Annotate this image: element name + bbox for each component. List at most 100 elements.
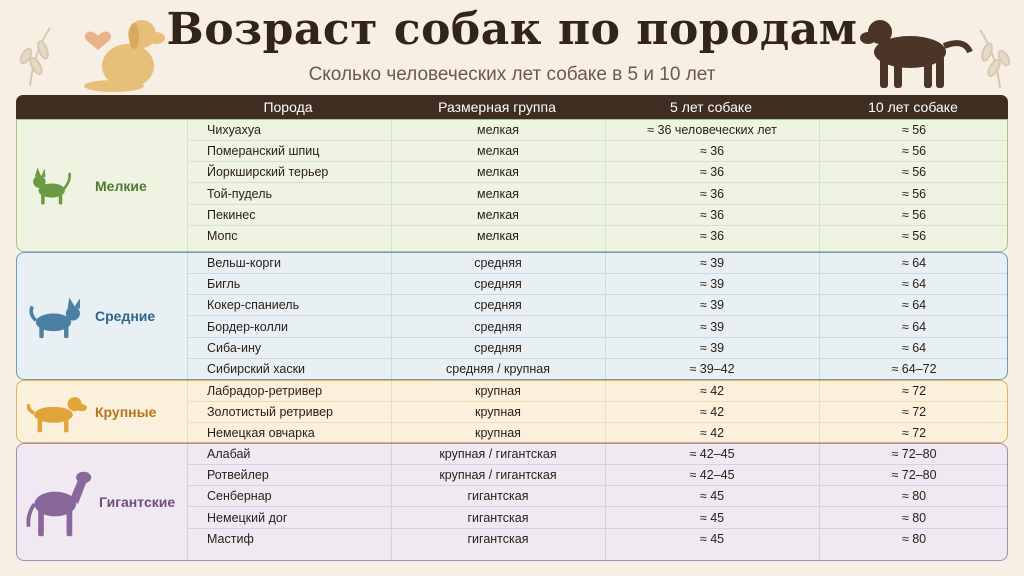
cell-age5: ≈ 36 человеческих лет [647, 123, 777, 137]
cell-size: средняя [474, 319, 522, 334]
group-label-medium: Средние [95, 308, 156, 324]
cell-breed: Пекинес [207, 207, 256, 222]
row-divider [187, 527, 1007, 529]
cell-age5: ≈ 39 [699, 256, 725, 270]
group-large: Крупные Лабрадор-ретривер крупная ≈ 42 ≈ 72 З… [16, 380, 1008, 443]
row-divider [187, 485, 1007, 487]
row-divider [187, 182, 1007, 184]
cell-breed: Чихуахуа [207, 123, 261, 137]
cell-size: средняя [474, 340, 522, 355]
table-row: Той-пудель мелкая ≈ 36 ≈ 56 [187, 184, 1007, 205]
cell-age10: ≈ 72–80 [891, 447, 937, 461]
group-small: Мелкие Чихуахуа мелкая ≈ 36 человеческих ле… [16, 119, 1008, 252]
cell-age10: ≈ 56 [901, 165, 927, 180]
row-divider [187, 506, 1007, 508]
page-title: Возраст собак по породам [166, 4, 858, 55]
left-decoration [19, 20, 165, 92]
cell-age5: ≈ 42 [699, 405, 725, 420]
row-divider [187, 464, 1007, 465]
cell-size: мелкая [477, 123, 519, 137]
column-divider [391, 120, 392, 251]
cell-age10: ≈ 56 [901, 229, 927, 243]
page-subtitle: Сколько человеческих лет собаке в 5 и 10… [308, 64, 716, 85]
row-divider [187, 140, 1007, 141]
table-row: Чихуахуа мелкая ≈ 36 человеческих лет ≈ 56 [187, 120, 1007, 141]
cell-age10: ≈ 64–72 [891, 362, 937, 376]
column-header-size: Размерная группа [438, 99, 556, 115]
cell-breed: Вельш-корги [207, 256, 281, 270]
table-row: Немецкий дог гигантская ≈ 45 ≈ 80 [187, 508, 1007, 529]
cell-age5: ≈ 39 [699, 340, 725, 355]
cell-age10: ≈ 72 [901, 384, 927, 398]
giant-dog-icon [23, 465, 95, 548]
column-divider [187, 120, 188, 251]
table-row: Сиба-ину средняя ≈ 39 ≈ 64 [187, 338, 1007, 359]
large-dog-icon [26, 389, 87, 442]
cell-size: мелкая [477, 207, 519, 222]
cell-breed: Сиба-ину [207, 340, 262, 355]
cell-breed: Мастиф [207, 531, 254, 546]
row-divider [187, 224, 1007, 226]
cell-breed: Ротвейлер [207, 468, 269, 483]
cell-size: гигантская [467, 531, 529, 546]
cell-age10: ≈ 64 [901, 319, 927, 334]
table-row: Кокер-спаниель средняя ≈ 39 ≈ 64 [187, 295, 1007, 317]
cell-breed: Бигль [207, 277, 241, 292]
table-row: Лабрадор-ретривер крупная ≈ 42 ≈ 72 [187, 381, 1007, 402]
table-row: Бордер-колли средняя ≈ 39 ≈ 64 [187, 317, 1007, 338]
column-divider [819, 444, 820, 560]
table-row: Ротвейлер крупная / гигантская ≈ 42–45 ≈ 72… [187, 465, 1007, 487]
table-row: Сенбернар гигантская ≈ 45 ≈ 80 [187, 486, 1007, 508]
cell-breed: Йоркширский терьер [207, 165, 329, 180]
cell-breed: Той-пудель [207, 186, 272, 201]
cell-age5: ≈ 36 [699, 207, 725, 222]
group-label-small: Мелкие [95, 177, 147, 194]
cell-size: крупная [475, 405, 521, 420]
table-row: Немецкая овчарка крупная ≈ 42 ≈ 72 [187, 423, 1007, 444]
row-divider [187, 336, 1007, 338]
column-divider [819, 120, 820, 251]
cell-size: гигантская [467, 510, 529, 525]
column-divider [605, 381, 606, 442]
leaf-branch-icon [979, 29, 1011, 89]
cell-size: средняя [474, 298, 522, 313]
cell-size: мелкая [477, 229, 519, 243]
cell-age10: ≈ 64 [901, 340, 927, 355]
row-divider [187, 273, 1007, 274]
cell-breed: Немецкая овчарка [207, 426, 315, 441]
cell-size: средняя [474, 256, 522, 270]
group-label-giant: Гигантские [99, 494, 176, 510]
cell-age5: ≈ 39 [699, 277, 725, 292]
cell-age10: ≈ 64 [901, 277, 927, 292]
row-divider [187, 294, 1007, 296]
cell-breed: Золотистый ретривер [207, 405, 334, 420]
cell-breed: Алабай [207, 447, 251, 461]
cell-age5: ≈ 42–45 [689, 468, 735, 483]
column-header-age10: 10 лет собаке [868, 99, 958, 115]
column-divider [391, 381, 392, 442]
group-label-large: Крупные [95, 403, 157, 420]
cell-breed: Сенбернар [207, 489, 272, 504]
cell-breed: Лабрадор-ретривер [207, 384, 323, 398]
cell-size: средняя [474, 277, 522, 292]
medium-dog-icon [27, 293, 87, 346]
column-divider [187, 444, 188, 560]
cell-age10: ≈ 80 [901, 510, 927, 525]
cell-breed: Немецкий дог [207, 510, 288, 525]
cell-age5: ≈ 42–45 [689, 447, 735, 461]
row-divider [187, 357, 1007, 359]
table-row: Сибирский хаски средняя / крупная ≈ 39–42 ≈… [187, 359, 1007, 380]
row-divider [187, 161, 1007, 163]
cell-breed: Кокер-спаниель [207, 298, 300, 313]
table-row: Вельш-корги средняя ≈ 39 ≈ 64 [187, 253, 1007, 274]
cell-age5: ≈ 36 [699, 186, 725, 201]
cell-age10: ≈ 56 [901, 186, 927, 201]
cell-size: крупная [475, 426, 521, 441]
group-giant: Гигантские Алабай крупная / гигантская ≈ 42… [16, 443, 1008, 561]
cell-breed: Померанский шпиц [207, 144, 320, 159]
column-divider [187, 381, 188, 442]
row-divider [187, 315, 1007, 317]
leaf-branch-icon [19, 27, 51, 87]
cell-breed: Мопс [207, 229, 238, 243]
column-divider [605, 120, 606, 251]
